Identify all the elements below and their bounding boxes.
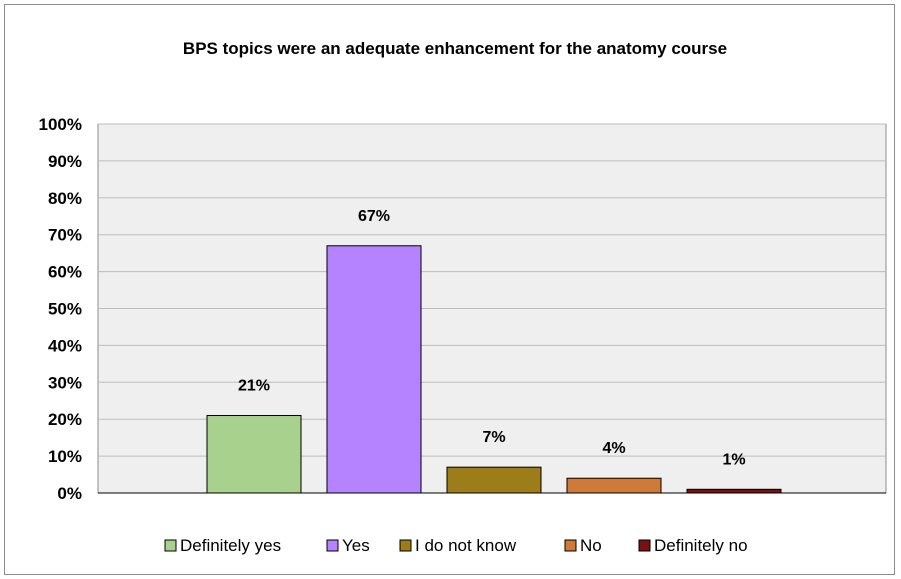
- legend-label: No: [580, 536, 602, 555]
- y-tick-label: 20%: [48, 410, 82, 429]
- y-tick-label: 30%: [48, 373, 82, 392]
- legend-swatch: [564, 539, 577, 552]
- y-tick-label: 90%: [48, 152, 82, 171]
- bar: [446, 466, 542, 494]
- legend-label: I do not know: [415, 536, 517, 555]
- bar: [566, 477, 662, 494]
- y-tick-label: 10%: [48, 447, 82, 466]
- data-label: 21%: [238, 378, 270, 395]
- data-label: 1%: [722, 451, 745, 468]
- legend: Definitely yes Yes I do not know No Definite…: [164, 536, 748, 555]
- legend-swatch: [326, 539, 339, 552]
- legend-swatch: [638, 539, 651, 552]
- bar: [686, 488, 782, 494]
- gridlines: [98, 123, 886, 457]
- bar: [326, 245, 422, 494]
- y-tick-label: 80%: [48, 189, 82, 208]
- bar: [206, 415, 302, 494]
- data-label: 67%: [358, 208, 390, 225]
- y-tick-label: 70%: [48, 226, 82, 245]
- legend-label: Yes: [342, 536, 370, 555]
- data-labels: 21% 67% 7% 4% 1%: [238, 208, 746, 469]
- data-label: 7%: [482, 429, 505, 446]
- data-label: 4%: [602, 440, 625, 457]
- y-tick-label: 40%: [48, 336, 82, 355]
- legend-label: Definitely no: [654, 536, 748, 555]
- chart-title: BPS topics were an adequate enhancement …: [183, 39, 727, 58]
- y-tick-label: 0%: [57, 484, 82, 503]
- y-tick-label: 100%: [39, 115, 82, 134]
- y-tick-label: 50%: [48, 300, 82, 319]
- y-axis-ticks: 0% 10% 20% 30% 40% 50% 60% 70% 80% 90% 100%: [39, 115, 82, 503]
- legend-swatch: [164, 539, 177, 552]
- legend-swatch: [399, 539, 412, 552]
- legend-label: Definitely yes: [180, 536, 281, 555]
- y-tick-label: 60%: [48, 263, 82, 282]
